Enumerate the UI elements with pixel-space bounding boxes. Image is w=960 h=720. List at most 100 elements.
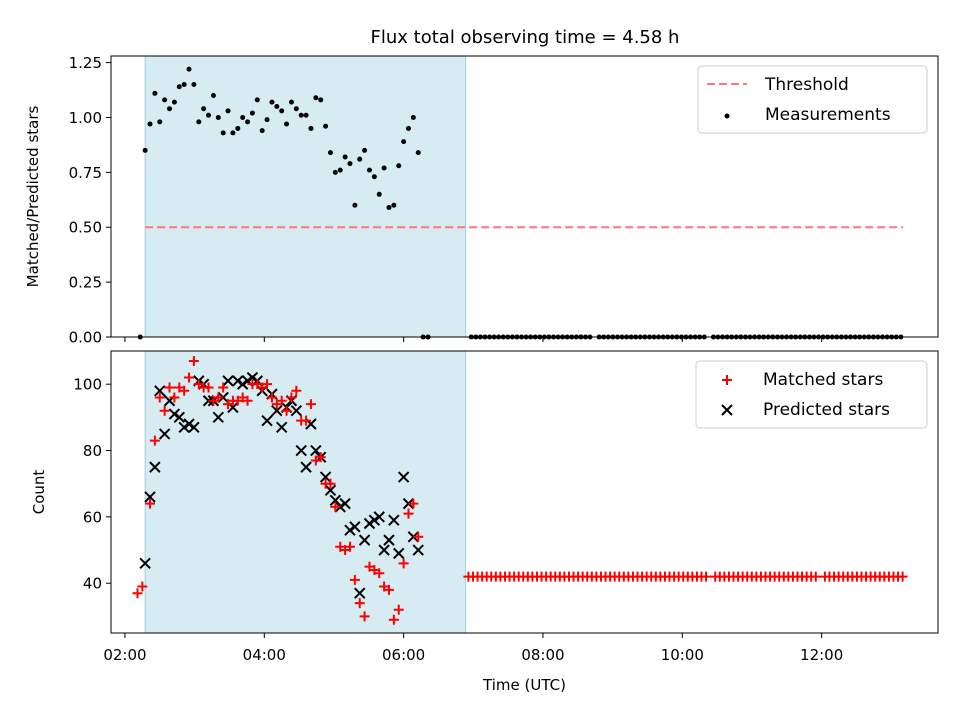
predicted-star-marker — [183, 418, 195, 430]
matched-star-marker — [242, 395, 253, 406]
matched-star-marker — [897, 571, 908, 582]
legend-predicted-label: Predicted stars — [763, 400, 890, 420]
bottom-panel: 40 60 80 100 02:00 04:00 06:00 08:00 10:00 12:00 C… — [30, 350, 939, 694]
measurement-point — [303, 112, 309, 118]
x-tick-label: 02:00 — [103, 646, 146, 664]
measurement-point — [167, 106, 173, 112]
measurement-point — [254, 97, 260, 103]
matched-star-marker — [374, 568, 385, 579]
predicted-star-marker — [310, 444, 322, 457]
matched-star-marker — [137, 581, 148, 592]
predicted-star-marker — [144, 491, 156, 503]
measurement-point — [376, 191, 382, 197]
x-tick-label: 10:00 — [661, 646, 704, 664]
measurement-point — [210, 93, 216, 99]
matched-star-marker — [398, 558, 409, 569]
matched-star-marker — [383, 584, 394, 595]
measurement-point — [259, 128, 265, 134]
measurement-point — [196, 119, 202, 125]
measurement-point — [342, 154, 348, 160]
measurement-point — [313, 95, 319, 101]
matched-star-marker — [349, 574, 360, 585]
matched-star-marker — [164, 382, 175, 393]
matched-star-marker — [315, 452, 326, 463]
measurement-point — [362, 147, 368, 153]
legend-measurement-label: Measurements — [765, 105, 891, 125]
measurement-point — [269, 99, 275, 105]
predicted-star-marker — [319, 471, 332, 483]
measurement-point — [371, 174, 377, 180]
matched-star-marker — [286, 392, 297, 403]
predicted-star-marker — [154, 385, 166, 397]
measurement-point — [284, 121, 290, 127]
measurement-point — [249, 110, 255, 116]
axes-frame — [110, 55, 939, 338]
measurement-point — [327, 150, 333, 156]
measurement-point — [274, 103, 280, 109]
matched-star-marker — [159, 405, 170, 416]
y-tick-label: 60 — [83, 508, 102, 526]
matched-star-marker — [388, 614, 399, 625]
predicted-star-marker — [397, 471, 410, 483]
measurement-point — [279, 108, 285, 114]
x-tick-label: 08:00 — [521, 646, 564, 664]
predicted-star-marker — [158, 428, 171, 440]
matched-star-marker — [203, 382, 214, 393]
measurement-point — [152, 90, 158, 96]
matched-star-marker — [179, 385, 190, 396]
matched-star-marker — [291, 385, 302, 396]
matched-star-marker — [169, 392, 180, 403]
measurement-point — [245, 119, 251, 125]
measurement-point — [201, 106, 207, 112]
predicted-star-marker — [290, 405, 303, 417]
measurement-point — [308, 125, 314, 131]
predicted-star-marker — [236, 378, 249, 390]
matched-star-marker — [359, 611, 370, 622]
matched-star-marker — [281, 405, 292, 416]
matched-star-marker — [154, 392, 165, 403]
measurement-point — [230, 130, 236, 136]
predicted-star-marker — [393, 547, 405, 560]
predicted-star-marker — [139, 557, 151, 570]
predicted-star-marker — [178, 421, 190, 434]
legend-threshold-label: Threshold — [764, 75, 849, 95]
measurement-point — [215, 114, 221, 120]
measurement-point — [298, 112, 304, 118]
predicted-star-marker — [358, 534, 371, 546]
predicted-star-marker — [373, 511, 385, 523]
predicted-star-marker — [246, 371, 259, 384]
measurement-point — [318, 97, 324, 103]
measurement-point — [347, 161, 353, 167]
measurement-point — [401, 139, 407, 145]
measurement-point — [162, 97, 168, 103]
predicted-star-marker — [363, 517, 376, 530]
predicted-star-marker — [412, 544, 424, 556]
y-tick-label: 0.00 — [69, 329, 102, 347]
predicted-star-marker — [349, 521, 361, 533]
measurement-point — [157, 119, 163, 125]
x-tick-label: 06:00 — [382, 646, 425, 664]
top-panel: 0.00 0.25 0.50 0.75 1.00 1.25 Matched/Predicte… — [24, 54, 939, 347]
measurement-point — [288, 99, 294, 105]
predicted-star-marker — [232, 375, 244, 387]
predicted-star-marker — [149, 461, 161, 473]
measurement-point — [220, 130, 226, 136]
measurement-point — [386, 204, 392, 210]
measurement-point — [264, 117, 270, 123]
matched-star-marker — [145, 498, 156, 509]
predicted-star-marker — [275, 421, 288, 434]
matched-star-marker — [325, 478, 336, 489]
matched-star-marker — [184, 372, 195, 383]
matched-star-marker — [213, 392, 224, 403]
measurement-point — [206, 112, 212, 118]
matched-star-marker — [276, 395, 287, 406]
figure-title: Flux total observing time = 4.58 h — [371, 27, 680, 48]
predicted-star-marker — [388, 514, 400, 526]
y-tick-label: 0.25 — [69, 274, 102, 292]
measurement-point — [352, 202, 358, 208]
legend-box — [695, 360, 928, 429]
matched-star-marker — [701, 571, 712, 582]
matched-star-marker — [301, 415, 312, 426]
matched-star-marker — [413, 531, 424, 542]
